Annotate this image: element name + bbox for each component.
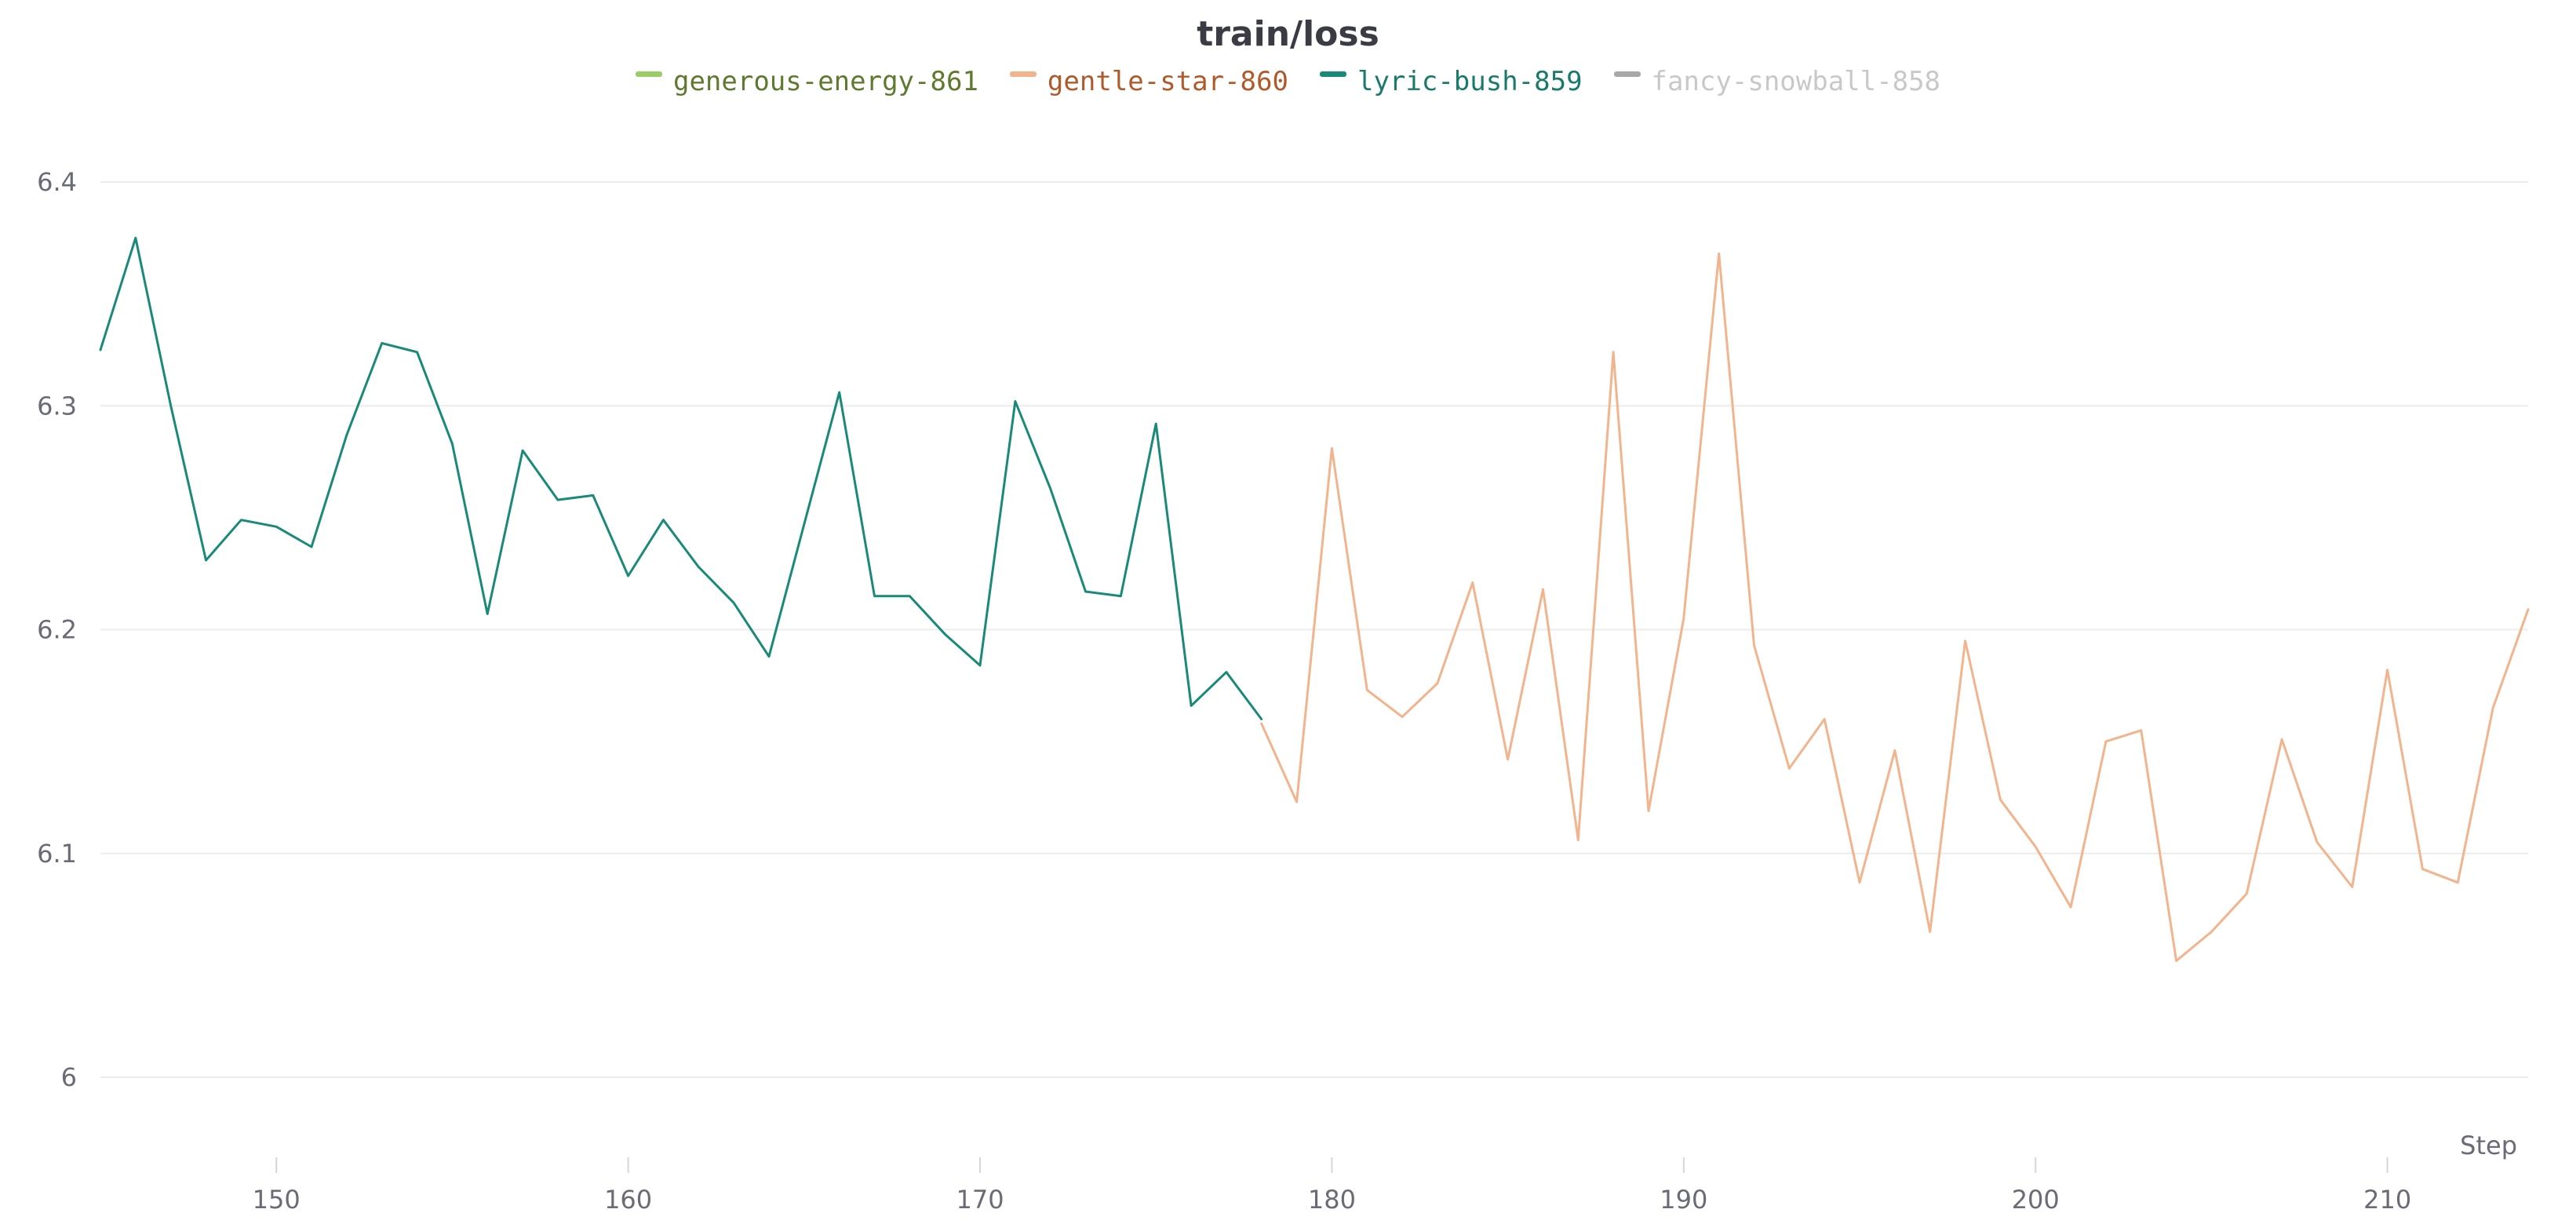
legend-label: lyric-bush-859 <box>1357 66 1583 97</box>
legend-item[interactable]: fancy-snowball-858 <box>1613 66 1941 97</box>
chart-title: train/loss <box>1197 14 1379 54</box>
legend-item[interactable]: gentle-star-860 <box>1009 66 1288 97</box>
legend-item[interactable]: lyric-bush-859 <box>1319 66 1583 97</box>
y-tick-label: 6.1 <box>37 839 77 869</box>
legend-swatch <box>1613 71 1641 77</box>
legend-label: fancy-snowball-858 <box>1651 66 1941 97</box>
x-tick-label: 190 <box>1660 1185 1707 1215</box>
y-tick-label: 6.2 <box>37 615 77 645</box>
y-tick-label: 6.3 <box>37 391 77 421</box>
legend: generous-energy-861 gentle-star-860 lyric-… <box>0 66 2576 97</box>
x-tick-label: 180 <box>1308 1185 1356 1215</box>
legend-swatch <box>1009 71 1037 77</box>
y-tick-label: 6 <box>61 1062 77 1092</box>
legend-label: generous-energy-861 <box>672 66 978 97</box>
x-tick-label: 160 <box>604 1185 652 1215</box>
legend-swatch <box>1319 71 1346 77</box>
x-axis-title: Step <box>2460 1131 2517 1160</box>
series-line-gentle-star-860[interactable] <box>1260 252 2530 963</box>
legend-swatch <box>635 71 662 77</box>
y-tick-label: 6.4 <box>37 167 77 197</box>
x-tick-label: 150 <box>253 1185 301 1215</box>
y-axis: 6 6.1 6.2 6.3 6.4 <box>37 167 77 1092</box>
series-line-lyric-bush-859[interactable] <box>99 236 1263 721</box>
x-tick-label: 200 <box>2012 1185 2060 1215</box>
legend-label: gentle-star-860 <box>1047 66 1288 97</box>
x-tick-label: 210 <box>2363 1185 2411 1215</box>
x-axis: 150 160 170 180 190 200 210 <box>253 1157 2411 1215</box>
series-lines <box>99 236 2530 963</box>
legend-item[interactable]: generous-energy-861 <box>635 66 978 97</box>
x-tick-label: 170 <box>956 1185 1004 1215</box>
